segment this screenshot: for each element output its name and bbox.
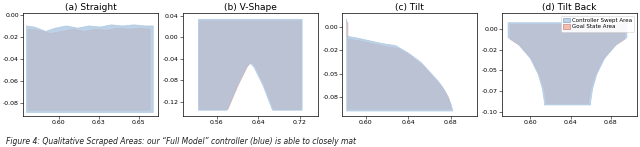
Legend: Controller Swept Area, Goal State Area: Controller Swept Area, Goal State Area: [561, 16, 634, 32]
Polygon shape: [510, 24, 625, 103]
Title: (a) Straight: (a) Straight: [65, 3, 116, 12]
Polygon shape: [198, 19, 302, 110]
Polygon shape: [508, 23, 627, 105]
Polygon shape: [26, 25, 153, 112]
Text: Figure 4: Qualitative Scraped Areas: our “Full Model” controller (blue) is able : Figure 4: Qualitative Scraped Areas: our…: [6, 137, 356, 146]
Polygon shape: [348, 22, 452, 109]
Title: (b) V-Shape: (b) V-Shape: [224, 3, 276, 12]
Title: (c) Tilt: (c) Tilt: [396, 3, 424, 12]
Polygon shape: [200, 21, 301, 109]
Polygon shape: [347, 19, 453, 111]
Polygon shape: [28, 28, 150, 110]
Title: (d) Tilt Back: (d) Tilt Back: [542, 3, 596, 12]
